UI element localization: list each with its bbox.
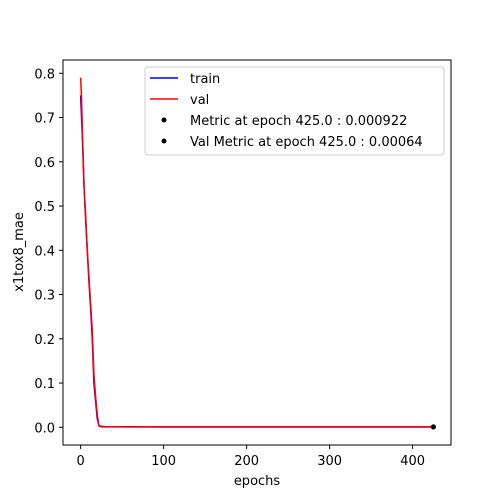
legend-val-label: val [190, 93, 209, 108]
legend-val-metric-label: Val Metric at epoch 425.0 : 0.00064 [190, 135, 423, 150]
plot-frame [62, 59, 452, 446]
legend-val-metric-marker [161, 138, 167, 144]
x-tick-label: 200 [234, 454, 259, 469]
y-tick-label: 0.3 [34, 289, 55, 304]
y-tick-label: 0.8 [34, 67, 55, 82]
legend: train val Metric at epoch 425.0 : 0.0009… [144, 66, 445, 156]
y-tick-label: 0.0 [34, 421, 55, 436]
x-axis-label: epochs [234, 474, 281, 489]
x-tick-label: 100 [151, 454, 176, 469]
legend-train-label: train [190, 72, 220, 87]
y-tick-label: 0.7 [34, 112, 55, 127]
legend-metric-label: Metric at epoch 425.0 : 0.000922 [190, 114, 407, 129]
y-tick-label: 0.2 [34, 333, 55, 348]
y-axis-label: x1tox8_mae [12, 212, 27, 292]
x-tick-label: 0 [76, 454, 84, 469]
y-axis: 0.0 0.1 0.2 0.3 0.4 0.5 0.6 0.7 0.8 [34, 67, 63, 436]
x-tick-label: 300 [317, 454, 342, 469]
x-axis: 0 100 200 300 400 [76, 445, 425, 469]
legend-box [144, 66, 445, 156]
y-tick-label: 0.1 [34, 377, 55, 392]
plot-lines [79, 77, 434, 428]
y-tick-label: 0.6 [34, 156, 55, 171]
x-tick-label: 400 [400, 454, 425, 469]
legend-metric-marker [161, 117, 167, 123]
y-tick-label: 0.5 [34, 200, 55, 215]
plot-points [430, 424, 436, 430]
metric-point-1 [430, 424, 436, 430]
y-tick-label: 0.4 [34, 244, 55, 259]
series-line-val [79, 77, 434, 428]
